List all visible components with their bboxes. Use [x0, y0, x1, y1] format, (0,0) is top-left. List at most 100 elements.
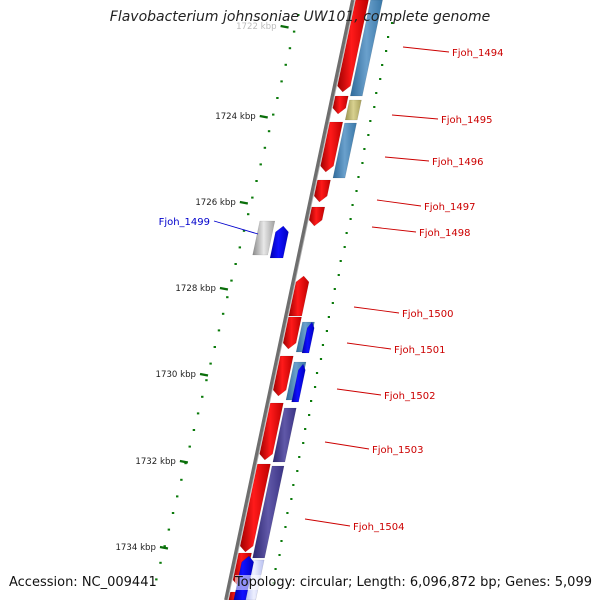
skew-mark — [333, 288, 336, 290]
gc-mark — [259, 163, 262, 166]
gc-mark — [167, 528, 171, 531]
gc-mark — [226, 296, 229, 299]
ruler-tick — [239, 200, 249, 205]
similarity-track-block[interactable] — [272, 407, 297, 463]
skew-mark — [292, 484, 295, 486]
skew-mark — [369, 120, 372, 122]
skew-mark — [367, 134, 370, 136]
gene-label[interactable]: Fjoh_1500 — [402, 309, 453, 320]
skew-mark — [379, 78, 382, 80]
gene-label-leader — [371, 226, 417, 233]
ruler-tick-label: 1722 kbp — [236, 22, 277, 32]
gc-mark — [163, 545, 166, 548]
similarity-track-block[interactable] — [332, 122, 357, 179]
skew-mark — [296, 470, 299, 472]
ruler-tick-label: 1728 kbp — [175, 284, 216, 294]
gc-mark — [288, 47, 292, 50]
gene-label[interactable]: Fjoh_1498 — [419, 228, 470, 239]
ruler-tick-label: 1726 kbp — [195, 198, 236, 208]
skew-mark — [278, 554, 281, 556]
skew-mark — [302, 442, 305, 444]
gc-mark — [180, 478, 183, 481]
skew-mark — [298, 456, 301, 458]
gc-mark — [267, 130, 271, 133]
gene-label[interactable]: Fjoh_1503 — [372, 445, 423, 456]
gc-mark — [284, 63, 287, 66]
accession-text: Accession: NC_009441 — [9, 575, 157, 590]
skew-mark — [313, 386, 317, 388]
skew-mark — [349, 218, 352, 220]
forward-cds-block[interactable] — [308, 206, 326, 227]
forward-cds-block[interactable] — [337, 0, 369, 93]
ruler-tick — [259, 114, 268, 119]
similarity-track-block[interactable] — [344, 99, 362, 121]
forward-cds-block[interactable] — [282, 316, 302, 350]
skew-mark — [280, 540, 283, 542]
similarity-track-block[interactable] — [252, 220, 276, 256]
ruler-tick-label: 1730 kbp — [156, 370, 197, 380]
skew-mark — [315, 372, 319, 374]
skew-mark — [343, 246, 346, 248]
skew-mark — [339, 260, 342, 262]
reverse-cds-block[interactable] — [269, 225, 289, 259]
skew-mark — [310, 400, 313, 402]
gc-mark — [234, 263, 237, 265]
reverse-cds-block[interactable] — [301, 321, 315, 354]
genome-backbone — [224, 0, 355, 601]
gc-mark — [155, 578, 158, 581]
gc-mark — [209, 362, 212, 365]
gene-label[interactable]: Fjoh_1499 — [159, 217, 210, 228]
skew-mark — [321, 344, 325, 346]
forward-cds-block[interactable] — [239, 463, 271, 553]
forward-cds-block[interactable] — [313, 179, 331, 203]
gene-label[interactable]: Fjoh_1497 — [424, 202, 475, 213]
gc-mark — [297, 14, 300, 16]
skew-mark — [381, 64, 384, 66]
similarity-track-block[interactable] — [252, 465, 285, 559]
skew-mark — [375, 92, 378, 94]
skew-mark — [363, 148, 366, 150]
gene-label-leader — [304, 518, 351, 527]
gene-label-leader — [402, 46, 450, 53]
ruler-tick — [219, 286, 229, 291]
gc-mark — [213, 346, 216, 348]
gene-label-leader — [391, 114, 439, 120]
map-title: Flavobacterium johnsoniae UW101, complet… — [109, 9, 491, 25]
skew-mark — [284, 526, 287, 528]
skew-mark — [357, 176, 360, 178]
gc-mark — [276, 97, 279, 99]
gene-label-leader — [376, 199, 422, 207]
reverse-cds-block[interactable] — [291, 363, 306, 403]
gc-mark — [159, 561, 162, 564]
gene-label[interactable]: Fjoh_1501 — [394, 345, 445, 356]
gc-mark — [246, 213, 250, 216]
skew-mark — [286, 512, 289, 514]
gene-label-leader — [213, 220, 259, 235]
gc-mark — [188, 445, 191, 448]
gene-label[interactable]: Fjoh_1502 — [384, 391, 435, 402]
skew-mark — [319, 358, 323, 360]
forward-cds-block[interactable] — [259, 402, 284, 461]
forward-cds-block[interactable] — [272, 355, 294, 397]
skew-mark — [355, 190, 358, 192]
gc-mark — [176, 495, 179, 498]
gene-label-leader — [384, 156, 430, 162]
gene-label[interactable]: Fjoh_1504 — [353, 522, 404, 533]
forward-cds-block[interactable] — [320, 121, 344, 173]
skew-mark — [361, 162, 364, 164]
gc-mark — [292, 30, 296, 33]
ruler-tick — [280, 24, 289, 29]
gene-label[interactable]: Fjoh_1494 — [452, 48, 503, 59]
gc-mark — [251, 196, 254, 199]
ruler-tick-label: 1732 kbp — [135, 457, 176, 467]
similarity-track-block[interactable] — [349, 0, 383, 97]
gc-mark — [280, 80, 283, 83]
forward-cds-block[interactable] — [288, 275, 310, 317]
forward-cds-block[interactable] — [332, 95, 349, 115]
gc-mark — [272, 113, 275, 116]
ruler-tick-label: 1734 kbp — [115, 543, 156, 553]
skew-mark — [351, 204, 354, 206]
gene-label[interactable]: Fjoh_1496 — [432, 157, 483, 168]
gene-label[interactable]: Fjoh_1495 — [441, 115, 492, 126]
